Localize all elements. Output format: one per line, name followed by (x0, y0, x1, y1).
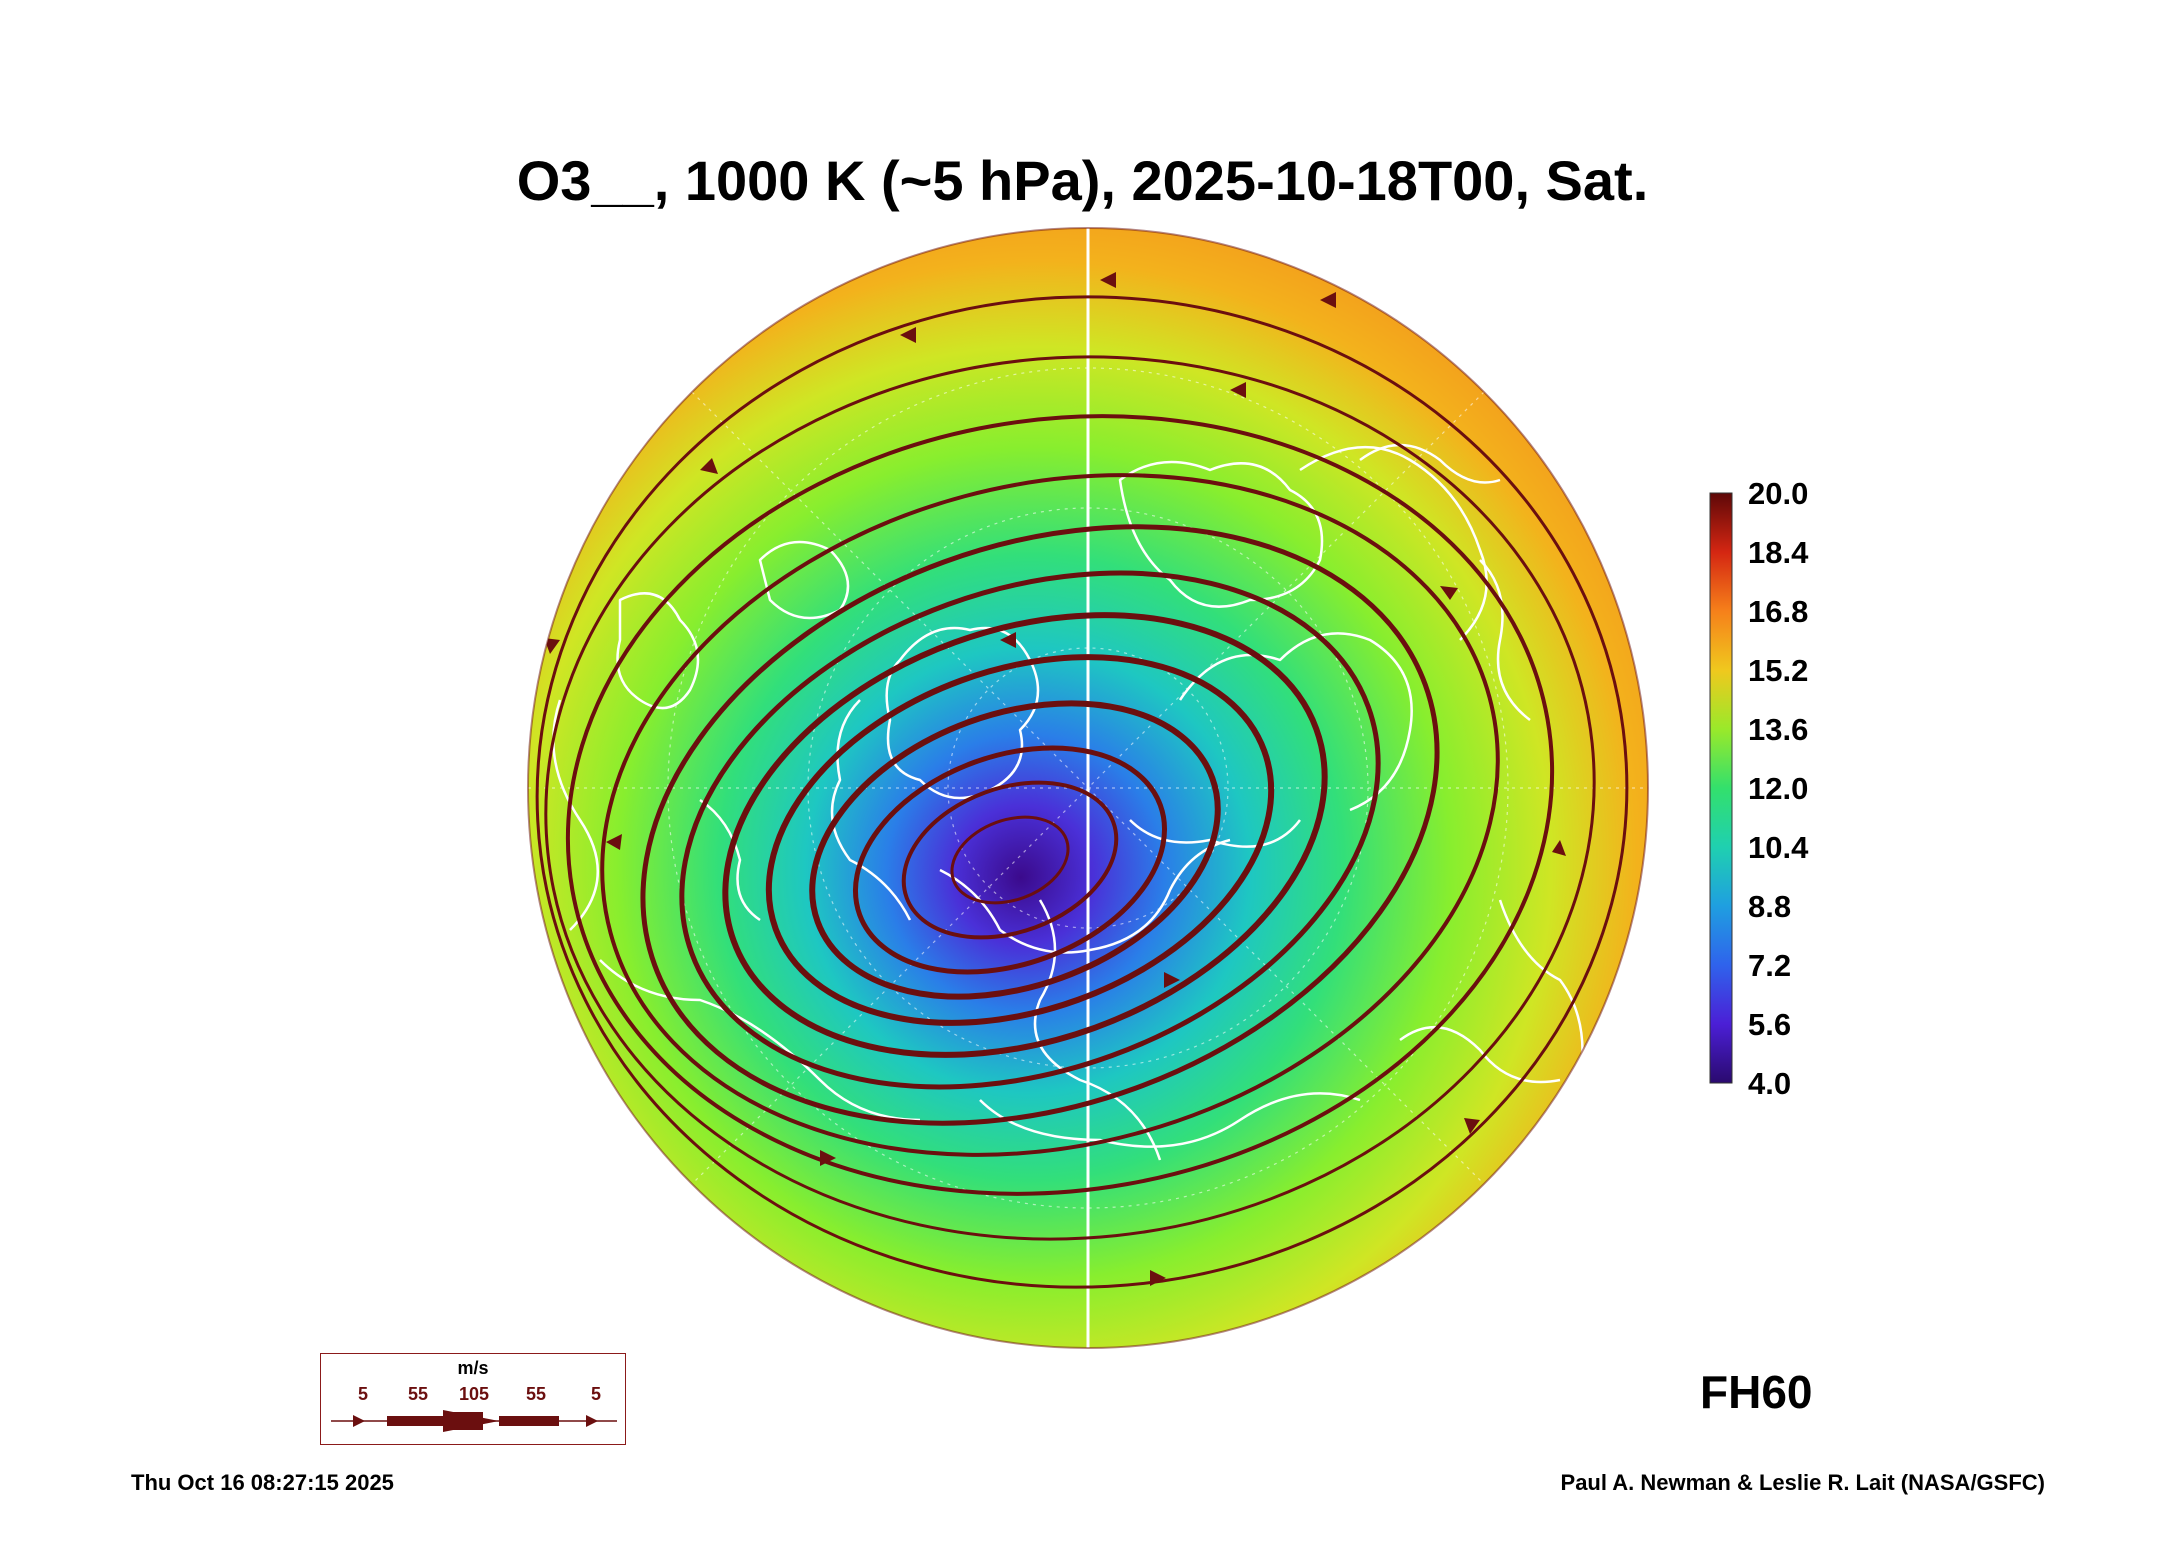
wind-legend-value: 55 (525, 1384, 547, 1404)
wind-legend-value: 5 (357, 1384, 369, 1404)
colorbar (1709, 492, 1733, 1084)
wind-legend-unit: m/s (457, 1358, 489, 1378)
forecast-hour-label: FH60 (1700, 1366, 1813, 1418)
footer-timestamp: Thu Oct 16 08:27:15 2025 (131, 1470, 394, 1495)
colorbar-label: 4.0 (1748, 1066, 1792, 1101)
wind-legend-value: 55 (407, 1384, 429, 1404)
colorbar-label: 16.8 (1748, 594, 1809, 629)
colorbar-label: 10.4 (1748, 830, 1809, 865)
colorbar-label: 7.2 (1748, 948, 1792, 983)
colorbar-label: 20.0 (1748, 476, 1809, 511)
wind-legend-value: 5 (590, 1384, 602, 1404)
colorbar-label: 13.6 (1748, 712, 1809, 747)
coastlines (552, 443, 1584, 1161)
colorbar-label: 8.8 (1748, 889, 1792, 924)
footer-credit: Paul A. Newman & Leslie R. Lait (NASA/GS… (1560, 1470, 2045, 1495)
colorbar-label: 12.0 (1748, 771, 1809, 806)
wind-streamlines (535, 295, 1629, 1289)
colorbar-label: 18.4 (1748, 535, 1809, 570)
streamline-arrows (544, 272, 1566, 1286)
colorbar-label: 5.6 (1748, 1007, 1792, 1042)
map-title: O3__, 1000 K (~5 hPa), 2025-10-18T00, Sa… (516, 149, 1649, 212)
wind-speed-legend: m/s 5 55 105 55 5 (320, 1353, 626, 1445)
colorbar-label: 15.2 (1748, 653, 1809, 688)
wind-legend-value: 105 (458, 1384, 490, 1404)
wind-legend-graphic (331, 1410, 617, 1432)
